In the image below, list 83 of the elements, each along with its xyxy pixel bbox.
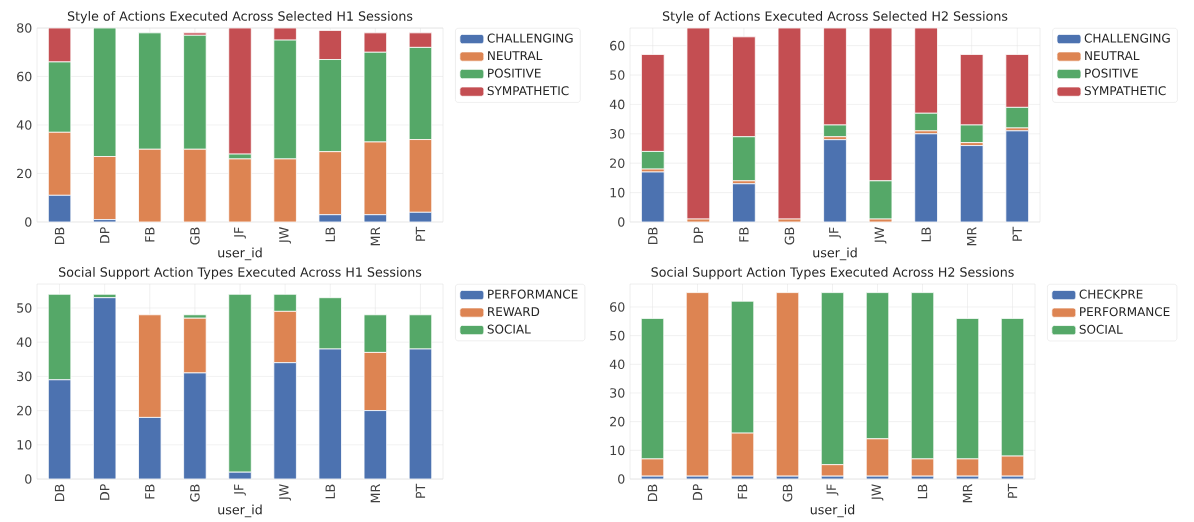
x-tick-label: DP [100,484,110,501]
x-tick-label: PT [415,226,426,242]
y-tick-label: 20 [610,417,625,427]
chart-title: Style of Actions Executed Across Selected H1 Sessions [67,11,413,24]
y-tick-label: 0 [25,474,32,484]
x-tick-label: FB [739,227,749,242]
legend-label: NEUTRAL [488,51,543,61]
legend-label: CHALLENGING [487,33,573,43]
chart-title: Social Support Action Types Executed Across H1 Sessions [59,267,422,280]
x-tick-label: JF [829,227,841,239]
x-tick-label: DP [100,227,110,244]
y-tick-label: 0 [618,217,625,227]
y-tick-label: 40 [609,359,625,370]
y-tick-label: 30 [610,388,625,398]
x-tick-label: FB [145,484,155,499]
x-axis-title: user_id [218,247,262,261]
y-tick-label: 10 [17,440,32,450]
legend-label: POSITIVE [488,68,541,78]
x-tick-label: JF [234,484,246,496]
legend-label: NEUTRAL [1085,51,1140,61]
x-tick-label: GB [782,484,793,502]
x-tick-label: PT [1012,226,1022,242]
y-tick-label: 0 [618,474,625,484]
chart-title: Style of Actions Executed Across Selected H2 Sessions [662,11,1008,24]
x-tick-label: GB [190,484,200,502]
y-tick-label: 40 [16,337,32,348]
y-tick-label: 60 [610,41,625,51]
x-tick-label: PT [1007,483,1018,499]
x-tick-label: DB [54,227,65,245]
x-tick-label: JF [234,227,246,239]
x-tick-label: FB [145,227,155,242]
x-tick-label: DP [692,484,703,501]
x-tick-label: DP [693,227,703,244]
legend-label: PERFORMANCE [1080,307,1170,317]
y-tick-label: 30 [17,371,32,382]
y-tick-label: 40 [16,120,32,130]
x-tick-label: DB [54,484,65,502]
x-tick-label: DB [647,484,658,502]
y-tick-label: 80 [17,23,32,33]
x-tick-label: MR [370,484,380,503]
y-tick-label: 20 [17,168,32,179]
x-axis-title: user_id [810,504,855,518]
legend-label: CHALLENGING [1084,33,1170,43]
x-tick-label: JF [826,484,839,496]
legend-label: SYMPATHETIC [1084,86,1166,96]
x-tick-label: LB [325,227,335,242]
x-tick-label: LB [325,484,335,499]
y-tick-label: 50 [610,330,625,341]
y-tick-label: 20 [17,405,32,416]
x-tick-label: MR [962,484,973,503]
x-tick-label: PT [415,483,426,499]
y-tick-label: 30 [610,129,625,139]
x-tick-label: DB [648,227,658,245]
y-tick-label: 50 [610,70,625,80]
legend-label: PERFORMANCE [488,289,578,299]
y-tick-label: 60 [610,302,625,312]
x-tick-label: JW [279,227,291,244]
x-tick-label: JW [871,484,884,501]
legend-label: REWARD [488,307,540,317]
x-axis-title: user_id [218,504,262,518]
x-tick-label: GB [784,227,795,245]
legend-label: CHECKPRE [1079,289,1143,299]
legend-label: SOCIAL [1079,324,1123,334]
legend-label: SOCIAL [487,324,531,334]
x-tick-label: GB [190,227,200,245]
y-tick-label: 20 [610,158,625,169]
y-tick-label: 60 [17,71,32,82]
y-tick-label: 50 [17,303,32,313]
y-tick-label: 0 [25,217,32,227]
x-axis-title: user_id [813,247,857,261]
y-tick-label: 10 [610,445,625,456]
legend-label: POSITIVE [1085,68,1138,78]
x-tick-label: JW [874,227,887,244]
legend-label: SYMPATHETIC [487,86,569,96]
x-tick-label: MR [370,227,380,246]
x-tick-label: MR [967,227,977,246]
x-tick-label: LB [917,484,928,499]
y-tick-label: 40 [609,99,625,110]
chart-title: Social Support Action Types Executed Across H2 Sessions [651,267,1014,280]
y-tick-label: 10 [610,187,625,198]
x-tick-label: JW [279,484,291,501]
x-tick-label: LB [921,227,931,242]
x-tick-label: FB [737,484,748,499]
